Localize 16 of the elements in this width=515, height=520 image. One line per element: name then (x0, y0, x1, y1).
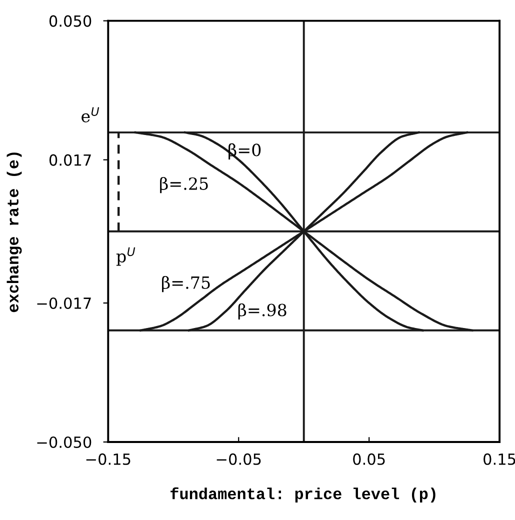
y-tick-label: −0.017 (37, 297, 91, 310)
x-axis-title: fundamental: price level (p) (170, 487, 436, 502)
x-tick-label: 0.15 (484, 453, 515, 465)
x-tick-label: −0.15 (86, 453, 130, 465)
annotation: β=.25 (160, 176, 208, 194)
annotation: β=.75 (162, 276, 210, 292)
annotation: p$^{U}$ (116, 247, 136, 266)
y-axis-title: exchange rate (e) (6, 152, 22, 312)
y-tick-label: −0.050 (37, 436, 92, 448)
annotation: β=.98 (238, 303, 286, 320)
text: e$^{U}$ (82, 107, 100, 122)
y-tick-label: 0.017 (49, 154, 91, 166)
annotation: β=0 (228, 143, 261, 160)
x-tick-label: −0.05 (216, 453, 261, 465)
x-tick-label: 0.05 (353, 453, 385, 465)
y-tick-label: 0.050 (49, 15, 92, 27)
